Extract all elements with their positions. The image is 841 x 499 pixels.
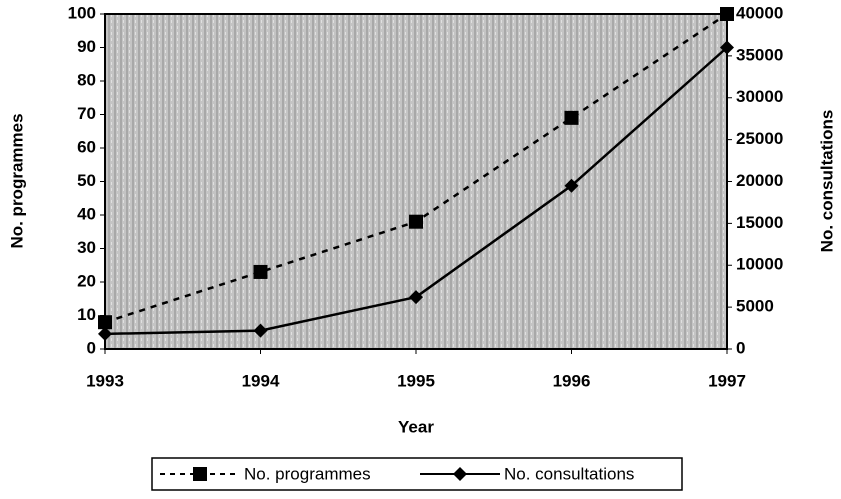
x-tick-label: 1995 — [397, 371, 435, 390]
y-tick-label: 40 — [77, 204, 96, 223]
y2-axis-title: No. consultations — [817, 110, 836, 253]
y2-tick-label: 5000 — [736, 297, 774, 316]
y2-tick-label: 25000 — [736, 129, 783, 148]
y-tick-label: 0 — [87, 338, 96, 357]
x-tick-label: 1993 — [86, 371, 124, 390]
legend-label: No. programmes — [244, 464, 371, 483]
y-tick-label: 20 — [77, 271, 96, 290]
y2-tick-label: 35000 — [736, 45, 783, 64]
point — [253, 264, 268, 279]
legend-label: No. consultations — [504, 464, 634, 483]
legend — [151, 457, 683, 491]
point — [564, 110, 579, 125]
point — [253, 323, 268, 338]
y-tick-label: 30 — [77, 238, 96, 257]
y-tick-label: 100 — [68, 3, 96, 22]
legend-marker — [193, 467, 207, 481]
y-tick-label: 70 — [77, 104, 96, 123]
y2-tick-label: 15000 — [736, 213, 783, 232]
point — [98, 326, 112, 341]
point — [98, 315, 112, 330]
y-tick-label: 50 — [77, 171, 96, 190]
point — [409, 290, 423, 305]
y-tick-label: 60 — [77, 137, 96, 156]
y-tick-label: 90 — [77, 37, 96, 56]
y-tick-label: 80 — [77, 70, 96, 89]
x-tick-label: 1994 — [242, 371, 280, 390]
x-tick-label: 1996 — [553, 371, 591, 390]
point — [564, 178, 579, 193]
x-axis-title: Year — [398, 417, 434, 436]
y-axis-title: No. programmes — [7, 113, 26, 248]
point — [409, 214, 423, 229]
y2-tick-label: 20000 — [736, 171, 783, 190]
y-tick-label: 10 — [77, 305, 96, 324]
y2-tick-label: 10000 — [736, 255, 783, 274]
point — [720, 7, 734, 21]
y2-tick-label: 40000 — [736, 3, 783, 22]
y2-tick-label: 0 — [736, 338, 745, 357]
y2-tick-label: 30000 — [736, 87, 783, 106]
point — [720, 40, 734, 55]
x-tick-label: 1997 — [708, 371, 746, 390]
legend-marker — [453, 467, 467, 481]
